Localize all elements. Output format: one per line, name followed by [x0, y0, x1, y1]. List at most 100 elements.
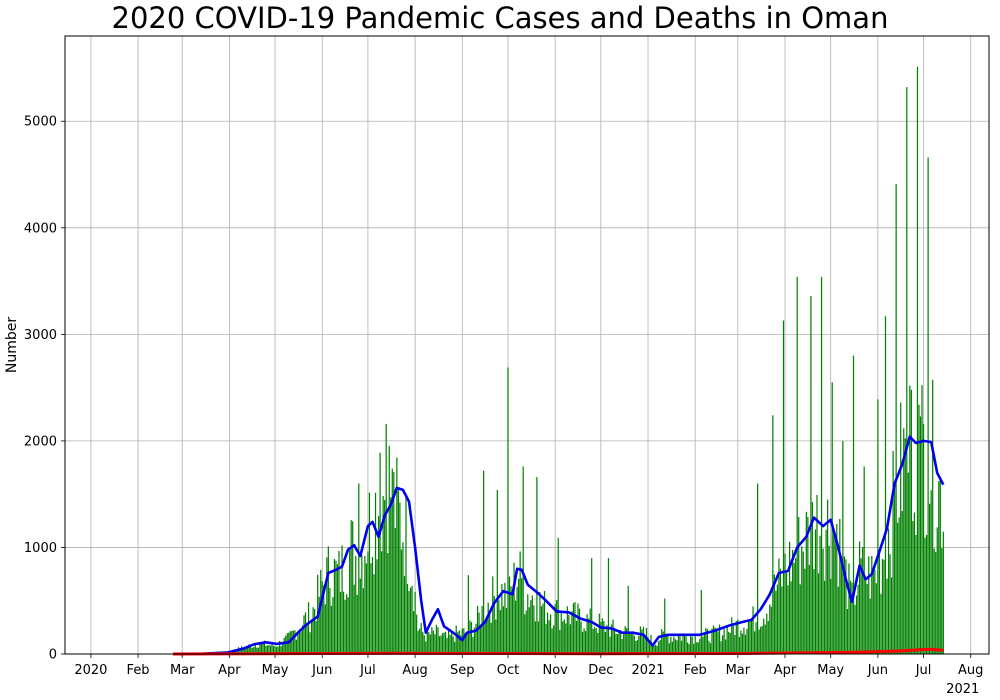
case-bar: [443, 632, 445, 654]
case-bar: [591, 558, 593, 654]
case-bar: [514, 600, 517, 654]
x-tick-label: Feb: [684, 663, 707, 678]
case-bar: [801, 546, 803, 654]
case-bar: [938, 481, 940, 654]
case-bar: [620, 630, 622, 654]
case-bar: [717, 631, 719, 654]
case-bar: [549, 614, 552, 654]
case-bar: [522, 466, 524, 654]
case-bar: [533, 605, 535, 654]
case-bar: [705, 627, 707, 654]
case-bar: [729, 632, 731, 654]
case-bar: [635, 640, 637, 654]
case-bar: [505, 607, 508, 654]
case-bar: [499, 610, 501, 654]
case-bar: [859, 541, 861, 654]
case-bar: [562, 621, 564, 654]
case-bar: [282, 644, 284, 654]
case-bar: [869, 598, 871, 654]
case-bar: [470, 622, 473, 654]
case-bar: [761, 625, 763, 654]
case-bar: [659, 639, 661, 654]
x-tick-label: Apr: [218, 663, 241, 678]
case-bar: [807, 516, 809, 654]
deaths-line: [173, 647, 944, 656]
case-bar: [906, 87, 908, 654]
case-bar: [919, 416, 922, 654]
case-bar: [656, 645, 658, 654]
case-bar: [384, 500, 386, 654]
case-bar: [314, 608, 316, 654]
case-bar: [242, 647, 244, 654]
case-bar: [371, 556, 374, 654]
case-bar: [449, 634, 451, 654]
x-tick-label: Mar: [170, 663, 195, 678]
case-bar: [377, 516, 380, 654]
case-bar: [626, 628, 628, 654]
case-bar: [359, 578, 361, 654]
case-bar: [715, 628, 718, 654]
case-bar: [755, 622, 757, 654]
case-bar: [338, 550, 340, 654]
case-bar: [887, 528, 890, 654]
case-bar: [728, 631, 730, 654]
case-bar: [706, 629, 708, 654]
case-bar: [709, 643, 712, 654]
case-bar: [734, 634, 736, 654]
case-bar: [942, 531, 944, 654]
case-bar: [820, 276, 823, 654]
case-bar: [484, 620, 486, 654]
case-bar: [265, 645, 267, 654]
case-bar: [924, 537, 926, 654]
case-bar: [353, 584, 355, 654]
case-bar: [708, 640, 710, 654]
case-bar: [632, 631, 634, 654]
case-bar: [624, 626, 626, 654]
case-bar: [741, 633, 744, 654]
case-bar: [387, 553, 389, 654]
case-bar: [303, 615, 305, 654]
case-bar: [760, 626, 762, 654]
case-bar: [388, 445, 390, 654]
x-tick-label: 2021: [631, 663, 664, 678]
case-bar: [469, 620, 471, 654]
case-bar: [680, 640, 683, 654]
case-bar: [613, 627, 616, 654]
case-bar: [702, 636, 704, 654]
case-bar: [391, 468, 393, 654]
tick-layer: 2020 Feb Mar Apr May Jun Jul Aug Sep Oct Nov Dec 202…: [24, 115, 984, 697]
case-bar: [610, 624, 613, 654]
case-bar: [525, 610, 527, 654]
case-bar: [260, 642, 262, 654]
case-bar: [298, 629, 301, 654]
case-bar: [860, 558, 862, 654]
case-bar: [903, 428, 905, 654]
case-bar: [333, 558, 336, 654]
case-bar: [263, 640, 266, 654]
case-bar: [335, 560, 337, 654]
case-bar: [834, 534, 836, 654]
y-tick-label: 4000: [24, 221, 57, 236]
case-bar: [694, 633, 696, 654]
case-bar: [890, 577, 893, 654]
case-bar: [581, 631, 584, 654]
x-tick-label: Jul: [915, 663, 932, 678]
case-bar: [792, 549, 794, 654]
case-bar: [889, 554, 891, 654]
case-bar: [257, 647, 259, 654]
case-bar: [447, 630, 450, 654]
case-bar: [513, 562, 515, 654]
case-bar: [916, 66, 919, 654]
x-tick-label: Jun: [867, 663, 888, 678]
case-bar: [464, 633, 466, 654]
case-bar: [584, 630, 587, 654]
case-bar: [452, 636, 454, 654]
y-tick-label: 5000: [24, 115, 57, 130]
case-bar: [881, 559, 884, 654]
case-bar: [557, 537, 559, 654]
case-bar: [320, 569, 322, 654]
case-bar: [438, 636, 441, 654]
case-bar: [350, 520, 352, 654]
case-bar: [822, 548, 824, 654]
case-bar: [455, 625, 457, 654]
